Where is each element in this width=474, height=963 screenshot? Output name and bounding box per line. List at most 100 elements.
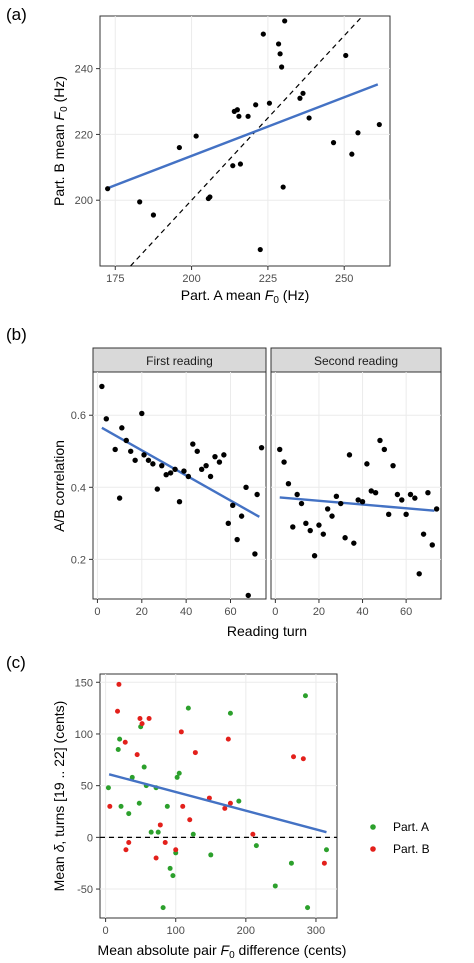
facet-first-y-tick-label: 0.6 [71,410,86,422]
panel-c-point-part-a [253,843,259,849]
panel-a-fit-line [105,83,379,190]
panel-b-x-axis-title: Reading turn [227,623,307,639]
panel-c-point-part-a [208,852,214,858]
facet-second-point [316,522,322,528]
panel-c-x-tick-label: 0 [103,925,109,937]
facet-first-point [207,473,214,480]
panel-c-point-part-b [227,800,233,806]
panel-a-point [207,194,213,200]
panel-c-point-part-b [187,817,193,823]
panel-c-point-part-b [116,681,122,687]
facet-first-point [216,459,223,465]
panel-a-point [260,31,266,37]
panel-c-point-part-a [176,770,182,776]
facet-second-point [403,511,409,518]
panel-a-point [275,41,282,47]
panel-c-legend: Part. A Part. B [370,820,430,856]
facet-first-point [154,486,161,492]
facet-first-point [103,416,110,422]
panel-c-point-part-b [225,736,231,742]
panel-a-point [330,140,337,146]
facet-first-point [243,484,249,491]
panel-b-grid [93,372,441,599]
facet-second-point [390,462,396,469]
panel-a-plot-frame [99,15,391,267]
panel-a-point [236,113,242,119]
panel-a-x-axis-title: Part. A mean F0 (Hz) [181,287,310,306]
facet-second-point [294,491,300,498]
facet-second-point [320,531,327,537]
facet-second-point [394,491,401,498]
legend-label-part-b: Part. B [393,842,430,856]
panel-a-point [253,102,259,108]
panel-c-y-tick-label: 150 [75,677,93,689]
panel-b-label: (b) [6,325,27,344]
facet-frame-first-reading [92,371,267,600]
panel-c-point-part-b [153,855,159,861]
panel-a-x-tick-label: 250 [335,273,353,285]
panel-a-point [355,130,361,136]
facet-first-point [141,452,147,458]
panel-c-point-part-a [272,883,278,889]
facet-first-y-tick-label: 0.2 [71,554,86,566]
panel-c-point-part-a [227,710,233,716]
panel-c-x-ticks: 0 100 200 300 [103,918,325,937]
facet-second-point [338,500,344,507]
panel-c-plot-frame [99,673,338,919]
panel-c-point-part-b [250,831,256,837]
panel-a-point [300,90,306,96]
panel-c-y-tick-label: 100 [75,729,93,741]
legend-key-part-a [370,824,376,830]
panel-c-y-axis-title: Mean δ, turns [19 .. 22] (cents) [51,701,67,892]
panel-a-point [176,144,182,151]
panel-c-label: (c) [6,653,26,672]
panel-b: (b) First reading Second reading 0 20 40 60… [6,325,442,639]
panel-a-point [306,115,312,121]
panel-c: (c) 0 100 200 300 -50 0 50 100 150 Mean absolut… [6,653,430,961]
panel-c-point-part-a [190,831,196,837]
facet-second-point [381,446,388,453]
facet-second-point [324,506,331,512]
facet-first-x-tick-label: 20 [136,606,148,618]
panel-c-point-part-b [192,750,198,756]
facet-first-point [159,462,165,469]
facet-second-point [377,437,383,444]
panel-a-point [343,52,349,59]
facet-second-point [329,513,335,519]
facet-title-first-reading: First reading [146,354,213,368]
panel-c-point-part-b [123,847,129,853]
facet-second-point [355,497,361,503]
panel-a-point [282,18,288,24]
facet-second-x-tick-label: 40 [356,606,368,618]
panel-c-point-part-a [136,800,142,806]
facet-first-point [150,461,156,467]
panel-a-point [266,100,273,106]
facet-second-point [307,527,313,534]
panel-a-x-tick-label: 200 [182,273,200,285]
panel-c-point-part-a [174,774,180,780]
panel-a-label: (a) [6,5,27,24]
facet-second-x-tick-label: 0 [272,606,278,618]
panel-c-point-part-b [291,754,297,760]
panel-c-x-tick-label: 200 [237,925,255,937]
facet-first-point [185,473,192,480]
panel-c-y-tick-label: -50 [77,884,93,896]
panel-c-point-part-a [185,705,191,711]
panel-c-point-part-a [236,798,242,804]
facet-frame-second-reading [270,371,442,600]
panel-c-point-part-a [105,785,111,791]
facet-second-point [298,500,305,507]
legend-key-part-b [370,846,376,852]
facet-second-x-tick-label: 20 [313,606,325,618]
panel-c-point-part-b [134,752,140,758]
facet-first-point [238,513,245,519]
panel-a-y-tick-label: 200 [75,195,93,207]
facet-first-point [234,536,240,543]
panel-c-point-part-a [141,764,147,770]
panel-a-point [376,121,382,128]
panel-c-point-part-b [180,803,186,809]
facet-second-point [412,495,418,501]
panel-b-y-ticks: 0.2 0.4 0.6 [71,410,93,566]
facet-first-point [190,441,196,447]
panel-c-y-ticks: -50 0 50 100 150 [75,677,100,896]
